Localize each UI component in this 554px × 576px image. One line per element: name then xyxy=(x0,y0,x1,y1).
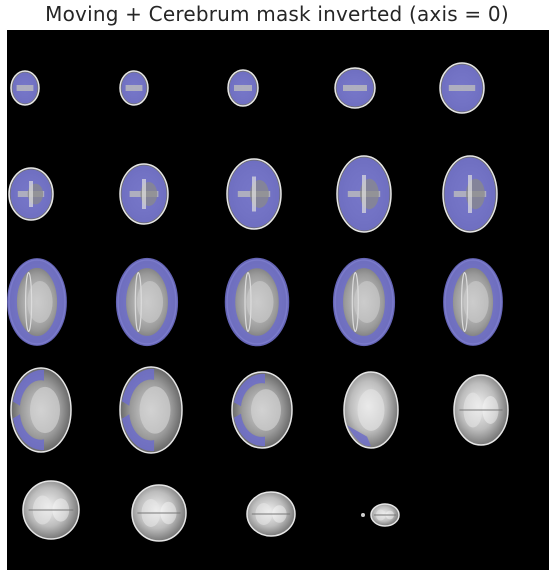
cerebrum-mask-overlay xyxy=(7,258,67,346)
brain-slice-23 xyxy=(246,491,296,537)
brain-slice-12 xyxy=(115,257,179,347)
cerebrum-mask-overlay xyxy=(234,413,265,447)
cerebrum-mask-overlay xyxy=(115,257,179,347)
brain-slice-22 xyxy=(131,484,187,542)
cerebrum-mask-overlay xyxy=(122,368,155,406)
brain-slice-7 xyxy=(119,163,169,225)
brain-slice-6 xyxy=(8,167,54,221)
brain-slice-21 xyxy=(22,480,80,540)
cerebrum-mask-overlay xyxy=(443,258,503,346)
brain-slice-11 xyxy=(7,258,67,346)
brain-slice-montage xyxy=(7,62,509,542)
brain-slice-16 xyxy=(10,367,72,453)
brain-slice-2 xyxy=(119,70,149,106)
brain-slice-5 xyxy=(439,62,485,114)
brain-slice-3 xyxy=(227,69,259,107)
brain-slice-17 xyxy=(119,366,183,454)
cerebrum-mask-overlay xyxy=(234,373,265,407)
cerebrum-mask-overlay xyxy=(224,257,290,347)
figure-title: Moving + Cerebrum mask inverted (axis = … xyxy=(45,2,509,26)
cerebrum-mask-overlay xyxy=(13,369,44,406)
cerebrum-mask-overlay xyxy=(332,257,396,347)
brain-slice-4 xyxy=(334,67,376,109)
cerebrum-mask-overlay xyxy=(122,414,155,452)
brain-slice-1 xyxy=(10,70,40,106)
montage-panel xyxy=(7,30,549,570)
brain-slice-19 xyxy=(343,371,399,449)
brain-slice-9 xyxy=(336,155,392,233)
brain-slice-13 xyxy=(224,257,290,347)
brain-slice-14 xyxy=(332,257,396,347)
brain-slice-15 xyxy=(443,258,503,346)
brain-slice-24 xyxy=(361,503,400,527)
cerebrum-mask-overlay xyxy=(13,414,44,451)
brain-slice-20 xyxy=(453,374,509,446)
brain-slice-18 xyxy=(231,371,293,449)
cerebrum-mask-overlay xyxy=(347,425,371,447)
brain-slice-10 xyxy=(442,155,498,233)
brain-slice-8 xyxy=(226,158,282,230)
